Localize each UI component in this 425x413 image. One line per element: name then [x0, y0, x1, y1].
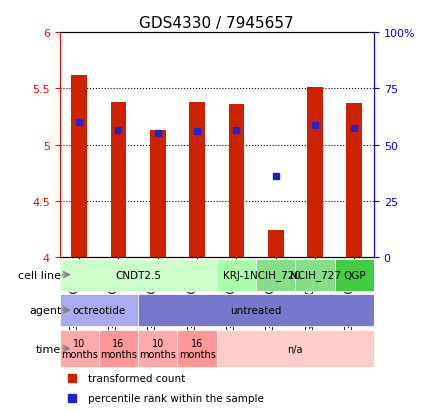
- Text: cell line: cell line: [18, 270, 62, 280]
- Bar: [346, 104, 362, 257]
- FancyBboxPatch shape: [99, 330, 138, 368]
- Bar: [71, 76, 87, 257]
- Text: NCIH_727: NCIH_727: [289, 270, 340, 280]
- Title: GDS4330 / 7945657: GDS4330 / 7945657: [139, 16, 294, 31]
- Bar: [110, 102, 126, 257]
- Text: 10
months: 10 months: [139, 338, 176, 359]
- Text: octreotide: octreotide: [72, 305, 125, 315]
- Text: 16
months: 16 months: [100, 338, 137, 359]
- Text: transformed count: transformed count: [88, 373, 185, 383]
- Bar: [268, 230, 283, 257]
- FancyBboxPatch shape: [295, 259, 335, 291]
- FancyBboxPatch shape: [138, 294, 374, 326]
- FancyBboxPatch shape: [217, 330, 374, 368]
- Text: n/a: n/a: [288, 344, 303, 354]
- Bar: [150, 131, 166, 257]
- Text: untreated: untreated: [230, 305, 282, 315]
- FancyBboxPatch shape: [178, 330, 217, 368]
- Text: KRJ-1: KRJ-1: [223, 270, 250, 280]
- Text: CNDT2.5: CNDT2.5: [115, 270, 161, 280]
- FancyBboxPatch shape: [60, 294, 138, 326]
- Bar: [307, 88, 323, 257]
- Text: 10
months: 10 months: [61, 338, 98, 359]
- Text: 16
months: 16 months: [178, 338, 215, 359]
- FancyBboxPatch shape: [60, 259, 217, 291]
- FancyBboxPatch shape: [138, 330, 178, 368]
- Text: agent: agent: [29, 305, 62, 315]
- Text: QGP: QGP: [343, 270, 366, 280]
- Text: NCIH_720: NCIH_720: [250, 270, 301, 280]
- Bar: [229, 105, 244, 257]
- Text: time: time: [36, 344, 62, 354]
- FancyBboxPatch shape: [217, 259, 256, 291]
- Bar: [189, 102, 205, 257]
- FancyBboxPatch shape: [60, 330, 99, 368]
- FancyBboxPatch shape: [256, 259, 295, 291]
- Text: percentile rank within the sample: percentile rank within the sample: [88, 393, 264, 403]
- FancyBboxPatch shape: [335, 259, 374, 291]
